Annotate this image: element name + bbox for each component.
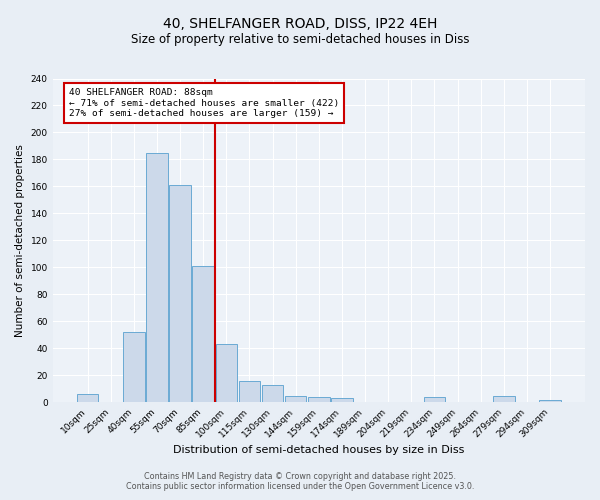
Bar [239,381,260,402]
Bar [262,385,283,402]
Bar [215,344,237,403]
Bar [77,394,98,402]
Bar [285,396,307,402]
Text: Contains HM Land Registry data © Crown copyright and database right 2025.: Contains HM Land Registry data © Crown c… [144,472,456,481]
Bar [493,396,515,402]
X-axis label: Distribution of semi-detached houses by size in Diss: Distribution of semi-detached houses by … [173,445,464,455]
Bar [308,397,329,402]
Text: 40 SHELFANGER ROAD: 88sqm
← 71% of semi-detached houses are smaller (422)
27% of: 40 SHELFANGER ROAD: 88sqm ← 71% of semi-… [68,88,339,118]
Bar [331,398,353,402]
Text: Contains public sector information licensed under the Open Government Licence v3: Contains public sector information licen… [126,482,474,491]
Bar [123,332,145,402]
Text: Size of property relative to semi-detached houses in Diss: Size of property relative to semi-detach… [131,32,469,46]
Bar [169,185,191,402]
Bar [146,152,168,402]
Text: 40, SHELFANGER ROAD, DISS, IP22 4EH: 40, SHELFANGER ROAD, DISS, IP22 4EH [163,18,437,32]
Bar [424,397,445,402]
Bar [193,266,214,402]
Y-axis label: Number of semi-detached properties: Number of semi-detached properties [15,144,25,337]
Bar [539,400,561,402]
